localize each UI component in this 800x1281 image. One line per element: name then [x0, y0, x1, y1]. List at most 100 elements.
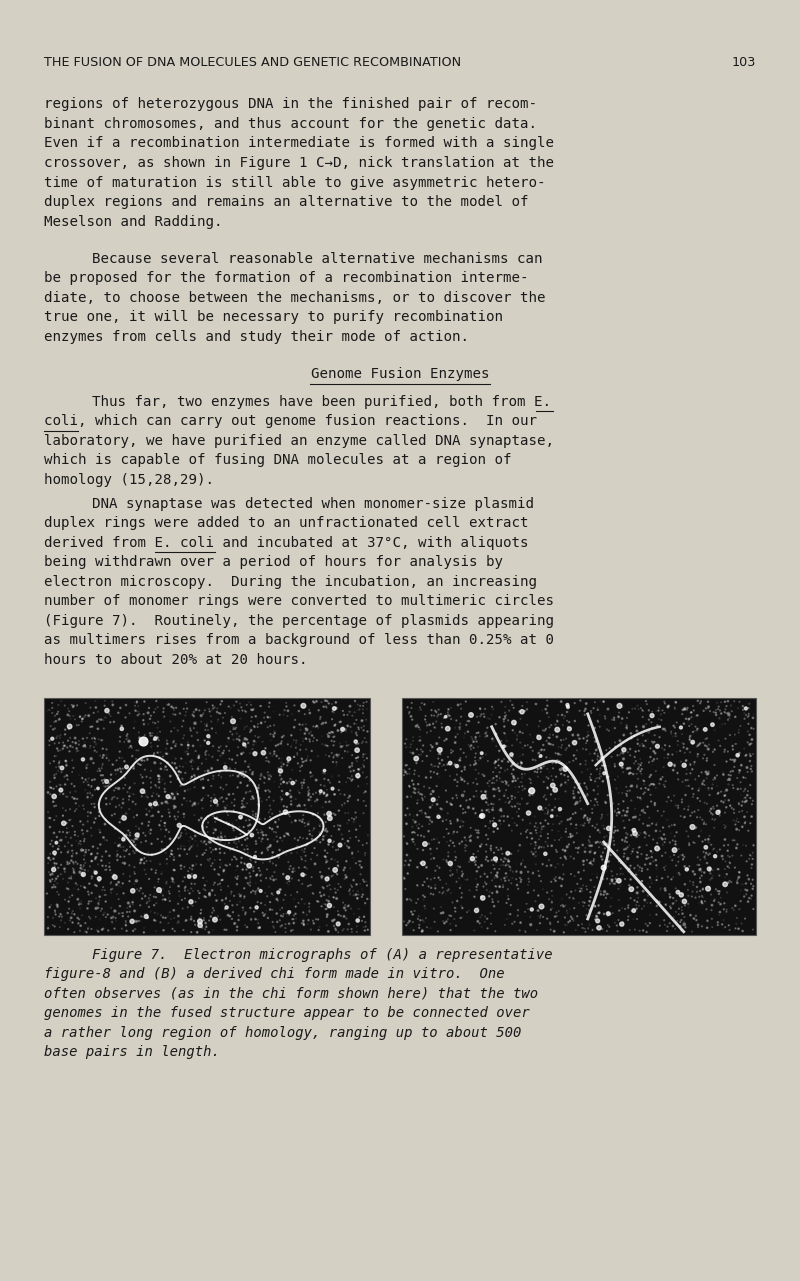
Point [516, 702, 529, 722]
Point [579, 698, 592, 719]
Point [206, 880, 218, 901]
Point [492, 749, 505, 770]
Point [526, 780, 538, 801]
Point [291, 843, 304, 863]
Point [567, 833, 580, 853]
Point [538, 897, 550, 917]
Point [589, 910, 602, 930]
Point [682, 826, 694, 847]
Point [675, 897, 688, 917]
Point [722, 690, 734, 711]
Point [256, 842, 269, 862]
Point [430, 711, 442, 731]
Point [358, 693, 370, 714]
Point [526, 785, 539, 806]
Point [270, 826, 283, 847]
Point [430, 829, 443, 849]
Point [610, 915, 623, 935]
Point [248, 902, 261, 922]
Point [490, 766, 503, 787]
Point [675, 885, 688, 906]
Point [493, 858, 506, 879]
Point [546, 753, 559, 774]
Point [358, 871, 370, 892]
Point [624, 758, 637, 779]
Point [355, 733, 368, 753]
Point [268, 771, 281, 792]
Point [692, 799, 705, 820]
Point [483, 776, 496, 797]
Point [202, 911, 215, 931]
Point [69, 801, 82, 821]
Point [50, 746, 62, 766]
Point [235, 744, 248, 765]
Point [132, 828, 145, 848]
Point [123, 854, 136, 875]
Point [354, 885, 366, 906]
Point [280, 903, 293, 924]
Point [643, 815, 656, 835]
Point [631, 787, 644, 807]
Point [487, 843, 500, 863]
Point [67, 860, 80, 880]
Point [494, 876, 506, 897]
Point [489, 724, 502, 744]
Point [590, 867, 603, 888]
Point [632, 825, 645, 845]
Point [216, 890, 229, 911]
Point [425, 884, 438, 904]
Point [205, 788, 218, 808]
Point [50, 826, 63, 847]
Point [714, 716, 726, 737]
Point [561, 915, 574, 935]
Point [249, 743, 262, 763]
Point [327, 831, 340, 852]
Point [358, 843, 371, 863]
Point [462, 721, 474, 742]
Point [743, 888, 756, 908]
Point [592, 895, 605, 916]
Point [174, 762, 187, 783]
Point [60, 755, 73, 775]
Point [500, 863, 513, 884]
Point [471, 774, 484, 794]
Point [505, 844, 518, 865]
Point [594, 758, 606, 779]
Point [626, 763, 639, 784]
Point [78, 849, 90, 870]
Point [68, 922, 81, 943]
Point [239, 752, 252, 772]
Point [321, 724, 334, 744]
Point [279, 922, 292, 943]
Point [133, 911, 146, 931]
Point [608, 822, 621, 843]
Point [235, 790, 248, 811]
Point [214, 824, 227, 844]
Point [88, 728, 101, 748]
Point [582, 705, 595, 725]
Point [451, 808, 464, 829]
Point [135, 755, 148, 775]
Point [670, 712, 683, 733]
Point [563, 911, 576, 931]
Point [498, 785, 510, 806]
Point [688, 721, 701, 742]
Point [270, 889, 283, 910]
Point [285, 787, 298, 807]
Point [245, 694, 258, 715]
Point [52, 740, 65, 761]
Point [350, 725, 363, 746]
Point [222, 784, 235, 804]
Point [646, 751, 659, 771]
Point [713, 708, 726, 729]
Point [179, 911, 192, 931]
Point [193, 810, 206, 830]
Point [145, 737, 158, 757]
Point [244, 845, 257, 866]
Point [450, 847, 462, 867]
Point [52, 884, 65, 904]
Point [172, 906, 185, 926]
Point [197, 702, 210, 722]
Point [239, 783, 252, 803]
Point [469, 729, 482, 749]
